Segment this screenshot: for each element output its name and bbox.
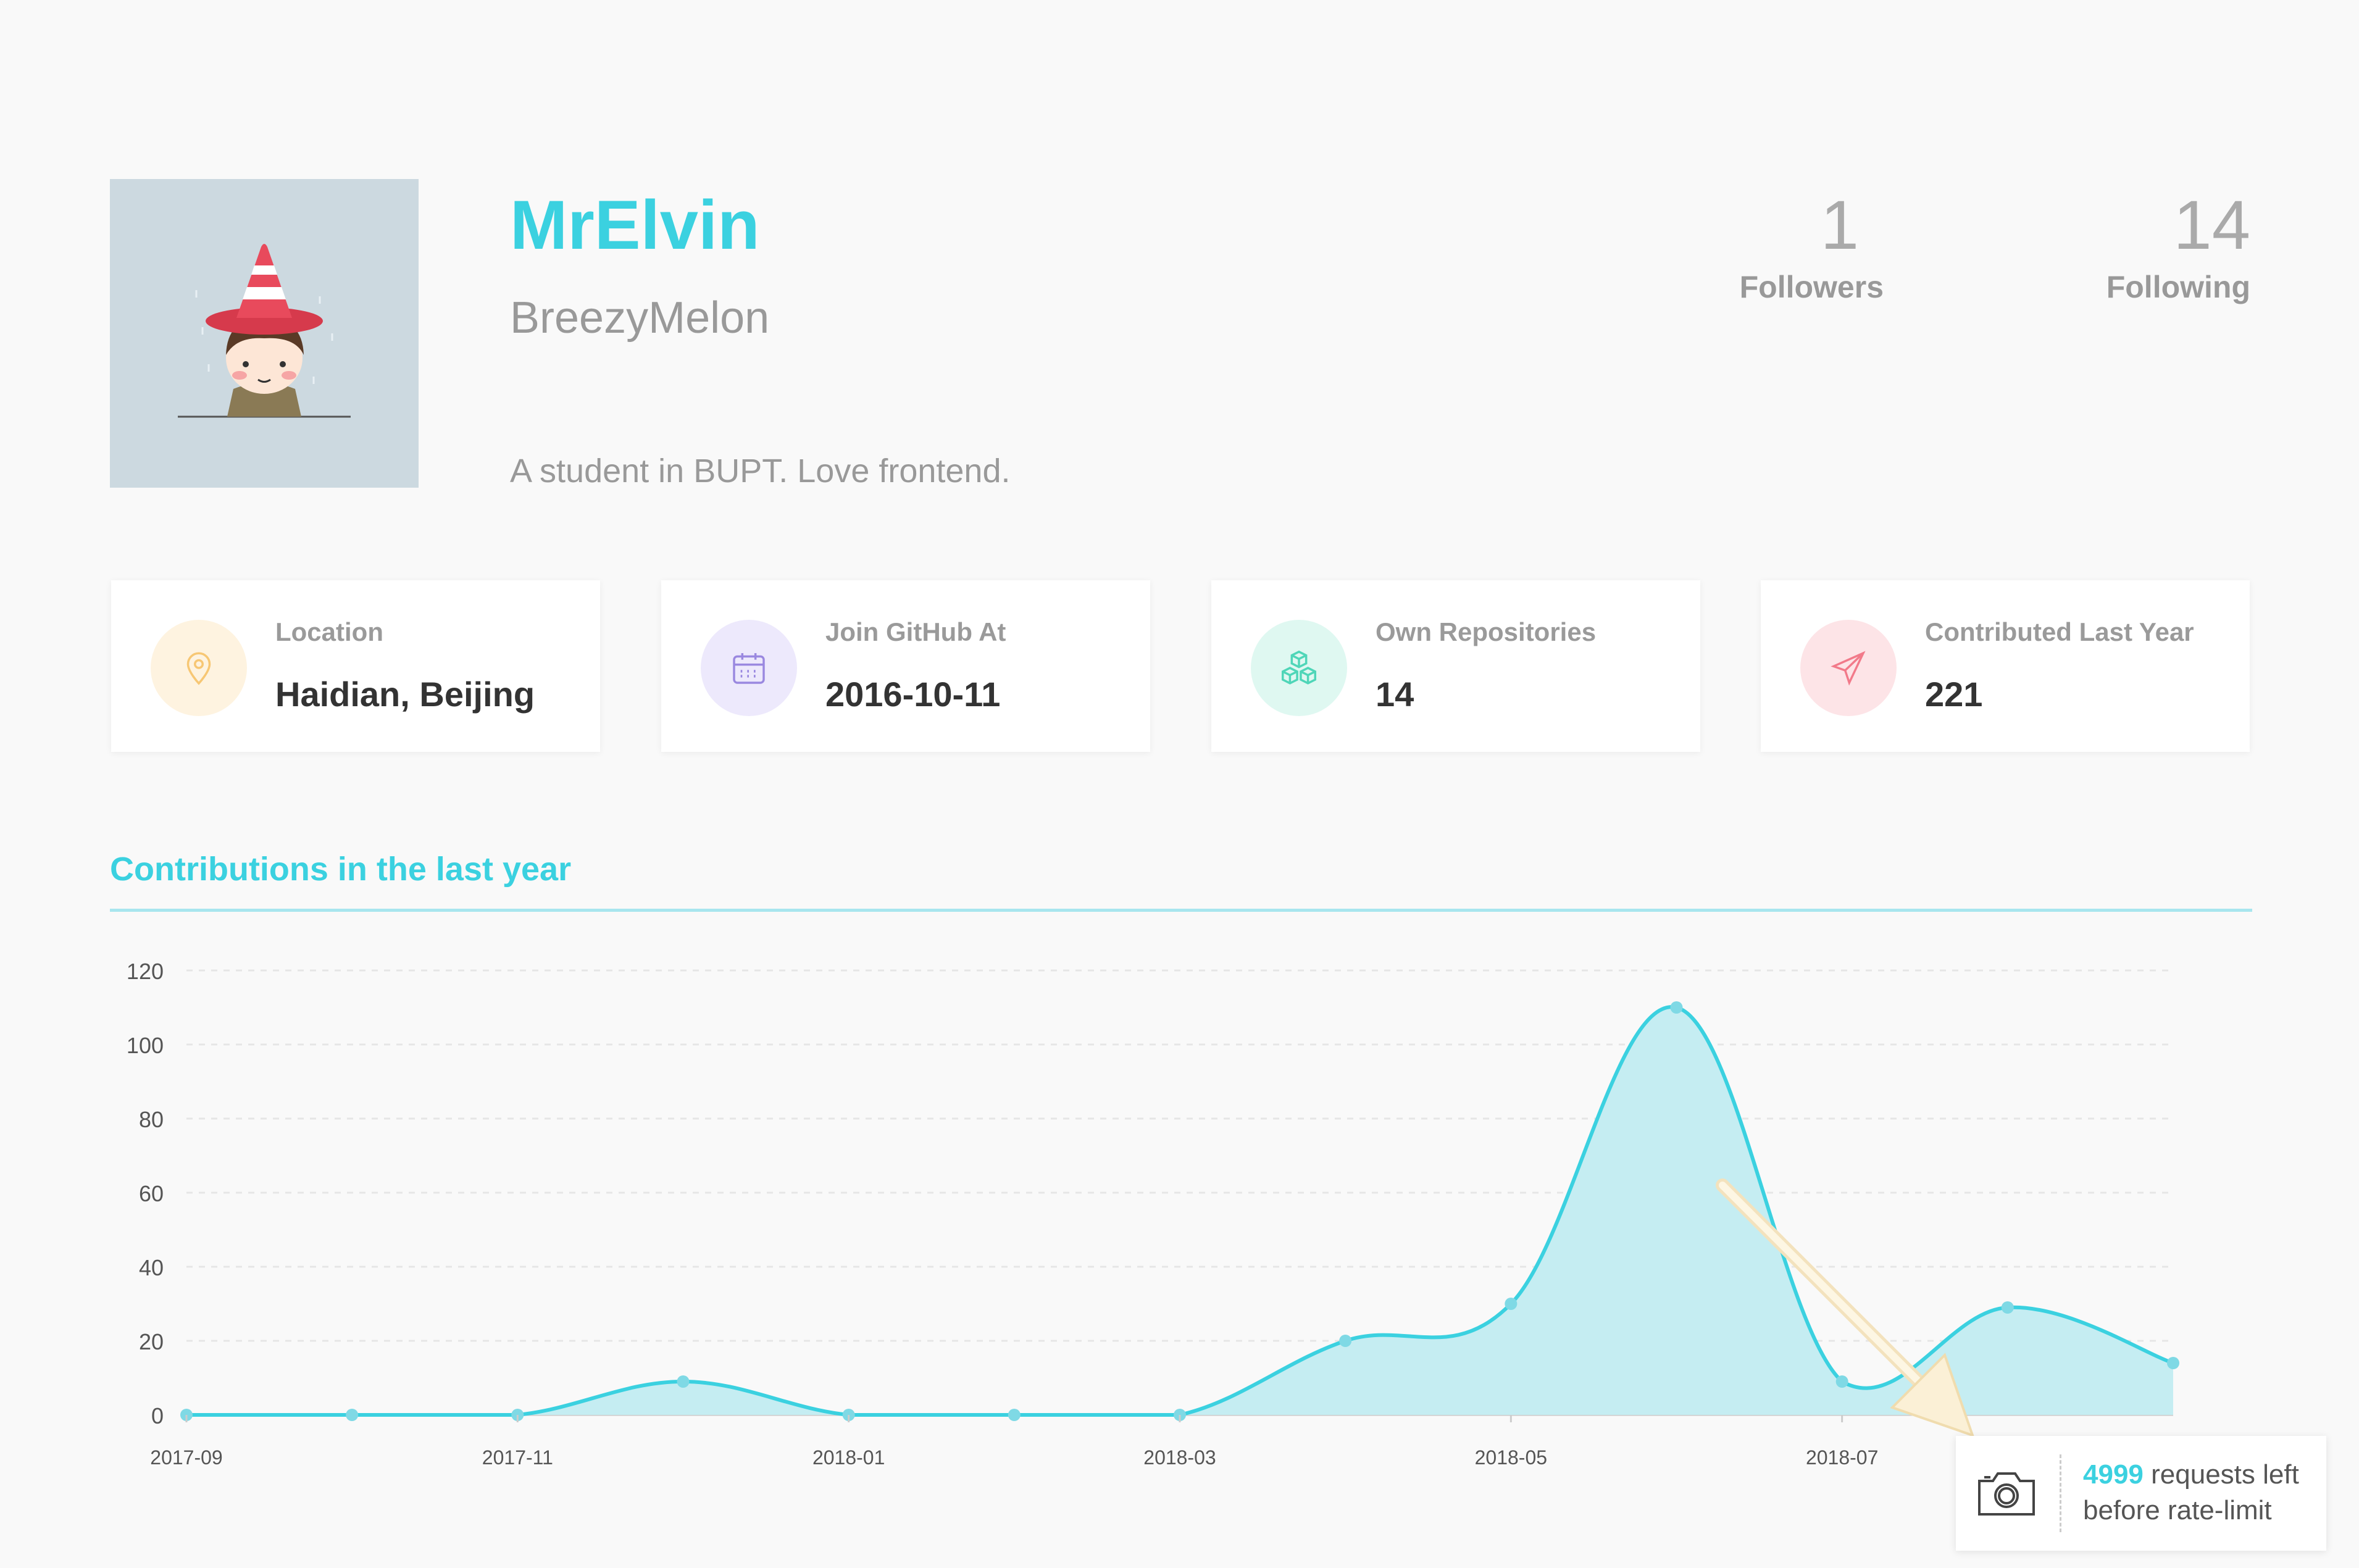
repositories-value: 14 [1376,675,1414,714]
location-title: Location [275,617,383,646]
area-fill [186,1007,2173,1415]
contributed-title: Contributed Last Year [1925,617,2194,646]
avatar-illustration [110,179,419,488]
data-point-2018-07 [1835,1375,1848,1388]
data-point-2018-06 [1670,1001,1683,1014]
data-point-2017-12 [677,1375,690,1388]
contributions-section-title: Contributions in the last year [110,851,572,888]
rate-limit-line2: before rate-limit [2083,1495,2272,1525]
profile-login: BreezyMelon [510,293,770,343]
data-point-2018-04 [1339,1335,1352,1347]
camera-icon[interactable] [1976,1468,2037,1519]
x-tick-label: 2018-05 [1475,1446,1547,1469]
following-label: Following [2106,270,2250,304]
x-tick-label: 2018-07 [1806,1446,1878,1469]
y-tick-label: 60 [139,1181,164,1206]
x-tick-label: 2018-01 [812,1446,885,1469]
paper-plane-icon [1800,620,1897,716]
rate-divider [2060,1454,2061,1532]
join-date-title: Join GitHub At [825,617,1006,646]
profile-bio: A student in BUPT. Love frontend. [510,452,1011,490]
location-pin-icon [151,620,247,716]
y-tick-label: 100 [127,1033,164,1058]
y-tick-label: 120 [127,959,164,984]
data-point-2018-09 [2167,1357,2179,1369]
series-line [186,1005,2174,1417]
contributed-card: Contributed Last Year 221 [1761,580,2250,752]
repositories-title: Own Repositories [1376,617,1597,646]
followers-count: 1 [1820,186,1859,264]
following-count: 14 [2173,186,2250,264]
calendar-icon [701,620,797,716]
rate-limit-count: 4999 [2083,1459,2144,1490]
x-tick-label: 2017-11 [482,1446,553,1469]
rate-limit-box: 4999 requests left before rate-limit [1956,1436,2326,1551]
x-tick-label: 2018-03 [1143,1446,1216,1469]
x-tick-label: 2017-09 [150,1446,222,1469]
y-tick-label: 80 [139,1107,164,1132]
data-point-2018-02 [1008,1409,1021,1421]
data-point-2017-10 [346,1409,359,1421]
following-stat[interactable]: 14 Following [2106,185,2250,309]
y-tick-label: 20 [139,1329,164,1354]
location-value: Haidian, Beijing [275,675,535,714]
location-card: Location Haidian, Beijing [111,580,600,752]
profile-name: MrElvin [510,186,760,264]
repositories-card: Own Repositories 14 [1211,580,1700,752]
join-date-value: 2016-10-11 [825,675,1001,714]
contributed-value: 221 [1925,675,1983,714]
section-divider [110,909,2252,912]
cubes-icon [1251,620,1347,716]
y-tick-label: 0 [151,1403,164,1428]
data-point-2018-05 [1505,1298,1518,1310]
rate-limit-text: 4999 requests left before rate-limit [2083,1457,2299,1528]
rate-limit-line1: requests left [2151,1459,2299,1490]
followers-label: Followers [1739,270,1884,304]
y-tick-label: 40 [139,1255,164,1280]
data-point-2018-08 [2001,1301,2014,1314]
avatar [110,179,419,488]
followers-stat[interactable]: 1 Followers [1740,185,1884,309]
join-date-card: Join GitHub At 2016-10-11 [661,580,1150,752]
